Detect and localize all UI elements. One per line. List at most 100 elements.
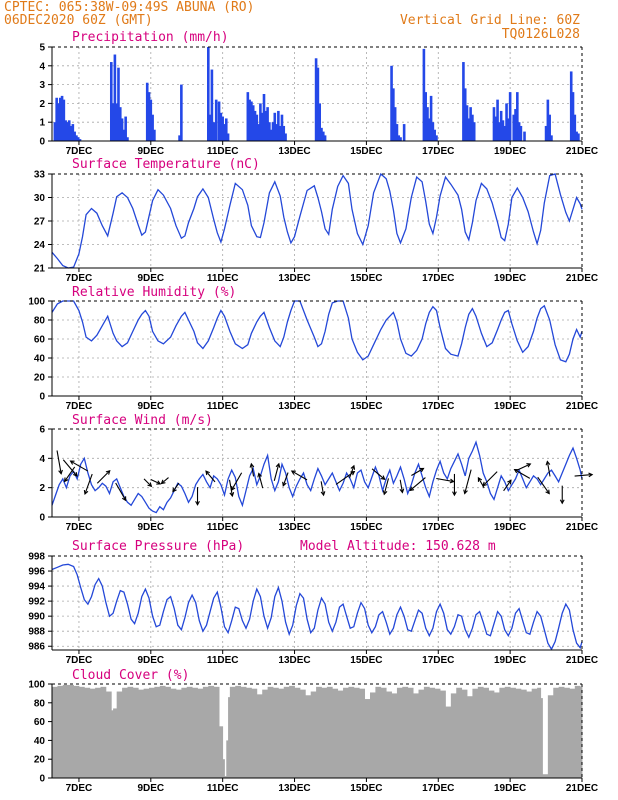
y-tick-label: 994 (28, 582, 45, 593)
x-tick-label: 13DEC (278, 783, 310, 794)
wind-arrow-head (320, 491, 326, 497)
cloud-bar (229, 686, 236, 778)
precip-bar (278, 125, 282, 141)
precip-bar (55, 97, 58, 141)
x-tick-label: 11DEC (207, 655, 239, 666)
precip-bar (250, 101, 253, 141)
cloud-bar (450, 693, 457, 778)
model-code: TQ0126L028 (502, 27, 580, 42)
x-tick-label: 21DEC (566, 522, 598, 533)
x-tick-label: 17DEC (422, 522, 454, 533)
precip-bar (435, 135, 438, 141)
precip-bar (257, 124, 260, 141)
cloud-bar (580, 686, 583, 778)
cloud-bar (540, 698, 543, 778)
precip-bar (463, 88, 467, 141)
x-tick-label: 7DEC (66, 401, 93, 412)
wind-arrow (63, 466, 76, 483)
x-tick-label: 9DEC (137, 783, 164, 794)
cloud-bar (434, 688, 441, 778)
wind-arrow-shaft (115, 482, 127, 501)
wind-arrow-shaft (64, 466, 76, 482)
cloud-bar (111, 710, 114, 778)
pres-series-line (51, 563, 583, 651)
wind-arrow (409, 477, 426, 492)
cloud-bar (197, 688, 204, 778)
cloud-bar (558, 686, 565, 778)
wind-arrow-shaft (320, 481, 325, 496)
wind-arrow (150, 478, 162, 485)
cloud-bar (246, 687, 252, 778)
precip-bar (472, 122, 476, 141)
cloud-bar (116, 691, 123, 778)
cloud-bar (68, 684, 74, 778)
wind-arrow (231, 472, 243, 492)
y-tick-label: 998 (28, 552, 45, 563)
cloud-bar (326, 686, 333, 778)
cloud-bar (213, 686, 220, 778)
precip-bar (469, 107, 472, 141)
cloud-bar (391, 693, 398, 778)
wind-series-line (51, 440, 583, 514)
cloud-bar (127, 686, 134, 778)
cloud-bar (175, 689, 182, 778)
precip-bar (505, 103, 508, 141)
wind-arrow-shaft (371, 468, 385, 480)
precip-bar (399, 137, 402, 141)
precip-bar (217, 101, 221, 141)
precip-bar (207, 47, 210, 141)
wind-arrow-head (409, 486, 415, 492)
wind-arrow-head (290, 470, 296, 475)
cloud-bar (159, 685, 166, 778)
wind-arrow (349, 464, 356, 479)
cloud-bar (202, 686, 209, 778)
wind-arrow-head (399, 488, 405, 494)
wind-arrow (205, 470, 216, 483)
cloud-bar (483, 687, 489, 778)
x-tick-label: 9DEC (137, 401, 164, 412)
cloud-bar (84, 687, 91, 778)
x-tick-label: 7DEC (66, 783, 93, 794)
cloud-bar (181, 687, 188, 778)
precip-bar (208, 114, 212, 141)
rh-panel: 0 20 40 60 80 100 7DEC 9DEC 11DEC 13DEC 15DEC 17DEC… (28, 285, 598, 412)
cloud-bar (272, 687, 279, 778)
wind-arrow (411, 467, 425, 476)
precip-bar (248, 99, 251, 141)
precip-bar (118, 107, 122, 141)
wind-arrow (559, 485, 565, 505)
precip-bar (494, 116, 498, 141)
wind-arrow (249, 462, 255, 477)
cloud-bar (396, 687, 403, 778)
precip-bar (275, 124, 278, 141)
cloud-bar (418, 689, 425, 778)
precip-bar (273, 112, 277, 141)
cloud-bar (222, 759, 225, 778)
pres-title: Surface Pressure (hPa) (72, 539, 244, 554)
cloud-title: Cloud Cover (%) (72, 668, 189, 683)
x-tick-label: 15DEC (350, 146, 382, 157)
precip-bar (214, 99, 218, 141)
x-tick-label: 13DEC (278, 522, 310, 533)
wind-arrow (545, 460, 551, 477)
wind-arrow-head (545, 489, 550, 495)
wind-arrow-shaft (503, 479, 512, 492)
precip-bar (246, 92, 250, 141)
precip-bar (546, 99, 550, 141)
cloud-bar (440, 690, 446, 778)
wind-arrow-head (147, 482, 153, 488)
cloud-bar (348, 686, 355, 778)
precip-bar (76, 137, 80, 141)
x-tick-label: 15DEC (350, 273, 382, 284)
run-header: 06DEC2020 60Z (GMT) (4, 13, 153, 28)
cloud-bar (407, 687, 414, 778)
x-tick-label: 9DEC (137, 655, 164, 666)
cloud-bar (251, 688, 258, 778)
y-tick-label: 20 (34, 373, 46, 384)
precip-bar (62, 99, 66, 141)
wind-arrow-head (72, 471, 78, 477)
precip-bar (433, 129, 436, 141)
wind-arrow (83, 473, 93, 496)
x-tick-label: 11DEC (207, 273, 239, 284)
